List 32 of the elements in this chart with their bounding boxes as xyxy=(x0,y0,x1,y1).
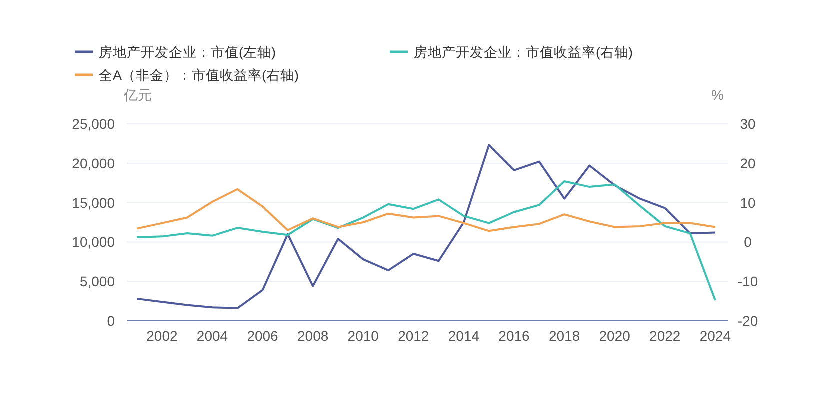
y2-tick-label: -10 xyxy=(738,274,758,290)
x-tick-label: 2004 xyxy=(196,328,228,344)
x-tick-label: 2024 xyxy=(700,328,732,344)
x-tick-label: 2006 xyxy=(247,328,279,344)
legend-label: 全A（非金）：市值收益率(右轴) xyxy=(99,68,299,83)
legend-label: 房地产开发企业：市值(左轴) xyxy=(99,45,276,60)
y2-axis-title: % xyxy=(712,87,724,103)
x-tick-label: 2002 xyxy=(146,328,178,344)
y-tick-label: 20,000 xyxy=(72,155,116,172)
y-tick-label: 5,000 xyxy=(80,274,116,290)
line-series xyxy=(136,144,716,310)
y2-tick-label: 0 xyxy=(744,234,752,250)
y-tick-label: 10,000 xyxy=(72,234,116,250)
x-tick-label: 2014 xyxy=(448,328,480,344)
y2-tick-label: 10 xyxy=(740,194,756,211)
y2-tick-label: 30 xyxy=(740,116,756,132)
line-series xyxy=(136,180,716,302)
x-tick-label: 2020 xyxy=(599,328,631,344)
legend-label: 房地产开发企业：市值收益率(右轴) xyxy=(414,45,633,60)
line-series xyxy=(136,188,716,232)
y-tick-label: 25,000 xyxy=(72,116,116,132)
y-tick-label: 15,000 xyxy=(72,194,116,211)
x-tick-label: 2018 xyxy=(548,328,580,344)
x-tick-label: 2008 xyxy=(298,328,329,344)
x-tick-label: 2022 xyxy=(650,328,681,344)
y2-tick-label: -20 xyxy=(738,313,758,329)
y-tick-label: 0 xyxy=(107,313,116,329)
y2-tick-label: 20 xyxy=(740,155,756,172)
x-tick-label: 2012 xyxy=(398,328,430,344)
x-tick-label: 2010 xyxy=(348,328,380,344)
x-tick-label: 2016 xyxy=(498,328,530,344)
y-axis-title: 亿元 xyxy=(123,87,152,103)
